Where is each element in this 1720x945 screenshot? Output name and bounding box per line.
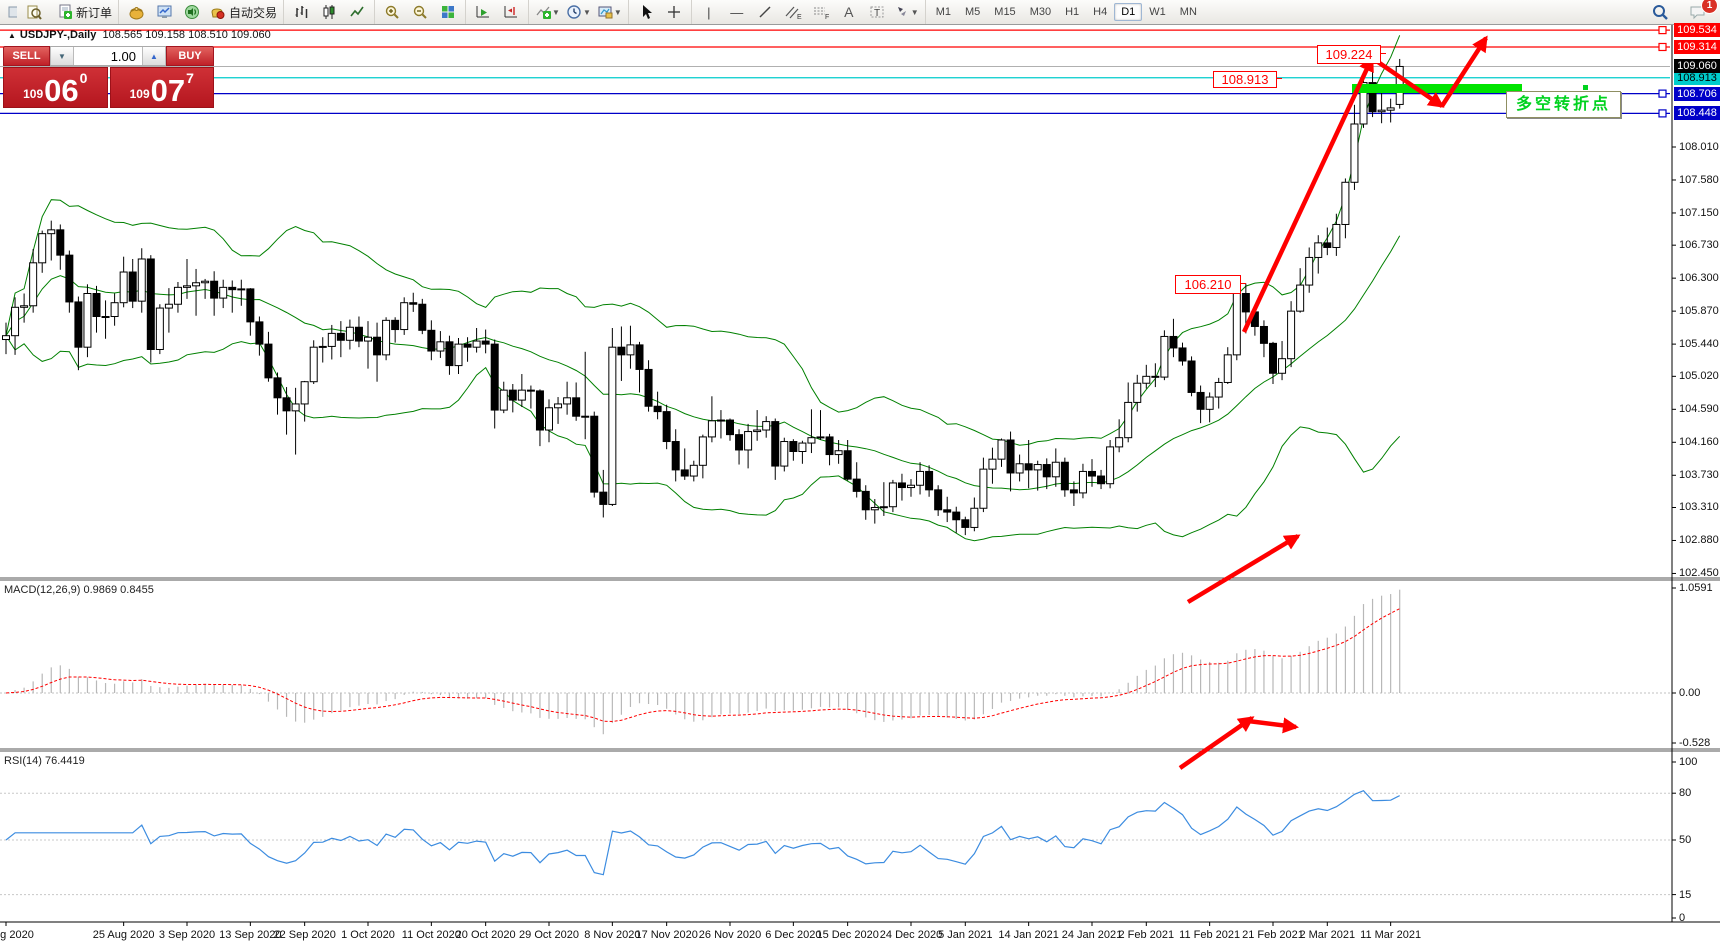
candlestick-chart-icon	[323, 5, 335, 19]
magnifier-page-icon	[27, 5, 42, 20]
svg-text:T: T	[874, 8, 880, 19]
volume-input[interactable]	[74, 47, 142, 65]
volume-control: ▼ ▲	[50, 46, 166, 66]
sell-price-display[interactable]: 109 06 0	[3, 67, 108, 108]
tab-timeframe-M30[interactable]: M30	[1029, 6, 1052, 18]
deposit-button[interactable]	[122, 1, 150, 23]
text-label-tool[interactable]: T	[863, 1, 891, 23]
arrows-icon	[897, 7, 906, 16]
timeframe-group: M1 M5 M15 M30 H1 H4 D1 W1 MN	[926, 0, 1207, 24]
volume-decrease-button[interactable]: ▼	[50, 47, 74, 65]
trendline-icon	[759, 6, 771, 18]
tab-timeframe-D1[interactable]: D1	[1114, 3, 1143, 21]
horizontal-line-tool[interactable]: —	[723, 1, 751, 23]
search-button[interactable]	[1646, 1, 1674, 23]
tab-timeframe-M1[interactable]: M1	[935, 6, 951, 18]
template-icon	[598, 6, 613, 19]
sound-button[interactable]	[178, 1, 206, 23]
zoom-out-icon	[413, 5, 427, 19]
tab-timeframe-M15[interactable]: M15	[994, 6, 1016, 18]
market-watch-button[interactable]	[150, 1, 178, 23]
vertical-line-tool[interactable]: |	[695, 1, 723, 23]
auto-trading-icon	[211, 8, 225, 19]
svg-text:E: E	[797, 14, 802, 20]
text-icon: A	[844, 4, 854, 20]
equidistant-channel-tool[interactable]: E	[779, 1, 807, 23]
trendline-tool[interactable]	[751, 1, 779, 23]
new-order-button[interactable]: 新订单	[54, 1, 115, 23]
sell-price-base: 109	[23, 87, 44, 101]
crosshair-tool-button[interactable]	[660, 1, 688, 23]
sell-price-pip: 0	[79, 70, 88, 86]
periods-caret: ▼	[582, 7, 591, 17]
buy-price-main: 07	[150, 72, 186, 108]
buy-price-pip: 7	[186, 70, 194, 86]
line-chart-icon	[350, 6, 364, 17]
tile-windows-button[interactable]	[434, 1, 462, 23]
volume-increase-button[interactable]: ▲	[142, 47, 166, 65]
auto-scroll-button[interactable]	[469, 1, 497, 23]
text-label-icon: T	[870, 6, 884, 19]
window-icon	[8, 6, 17, 18]
sell-price-main: 06	[44, 72, 79, 108]
chart-shift-icon	[504, 6, 518, 18]
candle-chart-button[interactable]	[315, 1, 343, 23]
chart-preview-button[interactable]	[20, 1, 48, 23]
buy-price-display[interactable]: 109 07 7	[109, 67, 214, 108]
purse-icon	[129, 7, 144, 20]
svg-text:F: F	[825, 14, 829, 20]
text-tool[interactable]: A	[835, 1, 863, 23]
auto-trading-label: 自动交易	[229, 5, 278, 20]
one-click-trading-panel: SELL ▼ ▲ BUY 109 06 0 109 07 7	[3, 46, 214, 108]
channel-icon: E	[785, 6, 802, 20]
tab-timeframe-M5[interactable]: M5	[965, 6, 981, 18]
indicators-button[interactable]: ▼	[532, 1, 563, 23]
bar-chart-button[interactable]	[287, 1, 315, 23]
arrows-tool[interactable]: ▼	[891, 1, 922, 23]
templates-caret: ▼	[613, 7, 622, 17]
new-order-icon	[59, 4, 72, 19]
zoom-in-button[interactable]	[378, 1, 406, 23]
fibonacci-icon: F	[813, 7, 829, 20]
tab-timeframe-H4[interactable]: H4	[1093, 6, 1108, 18]
buy-price-base: 109	[129, 87, 150, 101]
buy-button[interactable]: BUY	[166, 46, 214, 66]
cursor-icon	[642, 5, 652, 19]
zoom-out-button[interactable]	[406, 1, 434, 23]
auto-trading-button[interactable]: 自动交易	[206, 1, 280, 23]
tab-timeframe-MN[interactable]: MN	[1179, 6, 1197, 18]
sell-button[interactable]: SELL	[3, 46, 50, 66]
tile-windows-icon	[442, 6, 455, 18]
indicators-icon	[536, 6, 552, 19]
main-toolbar: 新订单	[0, 0, 1720, 25]
tab-timeframe-W1[interactable]: W1	[1149, 6, 1166, 18]
horizontal-line-icon: —	[730, 4, 744, 20]
crosshair-icon	[667, 6, 680, 18]
notification-badge: 1	[1701, 0, 1718, 14]
clipped-edge-icon[interactable]	[0, 1, 20, 23]
vertical-line-icon: |	[707, 4, 711, 20]
search-icon	[1653, 5, 1668, 20]
tab-timeframe-H1[interactable]: H1	[1065, 6, 1080, 18]
new-order-label: 新订单	[76, 5, 113, 20]
arrows-caret: ▼	[910, 7, 919, 17]
periods-button[interactable]: ▼	[563, 1, 594, 23]
speaker-icon	[184, 5, 199, 19]
templates-button[interactable]: ▼	[594, 1, 625, 23]
fibonacci-tool[interactable]: F	[807, 1, 835, 23]
monitor-chart-icon	[157, 5, 172, 18]
cursor-tool-button[interactable]	[632, 1, 660, 23]
chart-shift-button[interactable]	[497, 1, 525, 23]
line-chart-button[interactable]	[343, 1, 371, 23]
clock-icon	[567, 5, 581, 19]
bar-chart-icon	[295, 6, 308, 18]
indicators-caret: ▼	[552, 7, 560, 17]
notifications-button[interactable]: 1	[1684, 0, 1718, 23]
auto-scroll-icon	[476, 6, 490, 18]
zoom-in-icon	[385, 5, 399, 19]
